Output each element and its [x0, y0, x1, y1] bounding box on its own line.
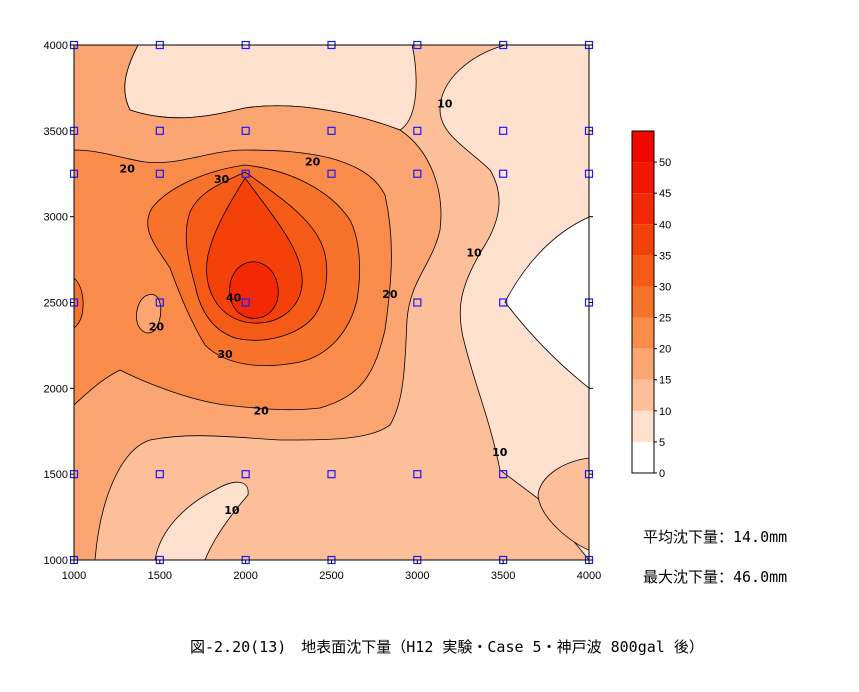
- colorbar-segment: [632, 131, 654, 163]
- colorbar: 0 5 10 15 20 25 30 35 40 45 50: [631, 130, 671, 480]
- y-axis: 1000 1500 2000 2500 3000 3500 4000: [44, 40, 593, 567]
- measurement-point: [155, 169, 164, 178]
- y-tick-label: 1500: [44, 469, 68, 481]
- y-tick-label: 2000: [44, 383, 68, 395]
- contour-labels: 10 10 10 10 20 20 20 20 20 30 30 40: [120, 97, 508, 517]
- measurement-point: [327, 169, 336, 178]
- x-tick-label: 2500: [319, 570, 343, 582]
- measurement-point: [413, 169, 422, 178]
- measurement-point: [241, 298, 250, 307]
- colorbar-label: 25: [659, 313, 671, 325]
- measurement-point: [413, 126, 422, 135]
- contour-label: 20: [149, 321, 165, 334]
- contour-fills: [74, 45, 589, 560]
- measurement-point: [413, 470, 422, 479]
- colorbar-segment: [632, 410, 654, 442]
- region-40-45: [229, 261, 279, 319]
- measurement-point: [155, 470, 164, 479]
- contour-label: 10: [492, 446, 508, 459]
- colorbar-label: 35: [659, 250, 671, 262]
- y-tick-label: 3000: [44, 212, 68, 224]
- contour-label: 30: [214, 173, 230, 186]
- contour-label: 20: [120, 163, 136, 176]
- colorbar-segment: [632, 379, 654, 411]
- x-tick-label: 3000: [405, 570, 429, 582]
- contour-label: 10: [437, 97, 453, 110]
- colorbar-segment: [632, 348, 654, 380]
- measurement-point: [155, 126, 164, 135]
- x-tick-label: 2000: [233, 570, 257, 582]
- region-0-5: [504, 216, 589, 389]
- region-25-30-edge: [74, 277, 84, 329]
- measurement-point: [327, 470, 336, 479]
- y-tick-label: 3500: [44, 126, 68, 138]
- colorbar-label: 5: [659, 437, 665, 449]
- contour-label: 30: [217, 348, 233, 361]
- x-tick-label: 4000: [577, 570, 601, 582]
- contour-label: 10: [466, 247, 482, 260]
- contour-label: 20: [253, 405, 269, 418]
- y-tick-label: 1000: [44, 555, 68, 567]
- contour-label: 20: [305, 156, 321, 169]
- measurement-point: [499, 169, 508, 178]
- measurement-point: [241, 470, 250, 479]
- colorbar-label: 10: [659, 406, 671, 418]
- colorbar-label: 20: [659, 344, 671, 356]
- region-5-10-bottom: [154, 481, 249, 560]
- colorbar-segment: [632, 317, 654, 349]
- colorbar-segment: [632, 441, 654, 473]
- figure-caption: 図-2.20(13) 地表面沈下量（H12 実験・Case 5・神戸波 800g…: [190, 638, 704, 656]
- measurement-point: [499, 470, 508, 479]
- maximum-settlement: 最大沈下量：46.0mm: [643, 568, 788, 586]
- colorbar-label: 15: [659, 375, 671, 387]
- colorbar-frame: [631, 130, 655, 474]
- colorbar-label: 45: [659, 188, 671, 200]
- measurement-point: [499, 126, 508, 135]
- average-settlement: 平均沈下量：14.0mm: [643, 528, 788, 546]
- measurement-point: [241, 169, 250, 178]
- x-axis: 1000 1500 2000 2500 3000 3500 4000: [62, 560, 601, 582]
- measurement-point: [155, 298, 164, 307]
- y-tick-label: 2500: [44, 298, 68, 310]
- region-10-15-bottom-right: [537, 457, 589, 551]
- measurement-point: [241, 126, 250, 135]
- region-15-20-island: [136, 294, 162, 334]
- contour-label: 10: [224, 504, 240, 517]
- colorbar-segment: [632, 224, 654, 256]
- measurement-point: [499, 298, 508, 307]
- colorbar-segment: [632, 286, 654, 318]
- contour-label: 40: [226, 291, 242, 304]
- measurement-point: [327, 126, 336, 135]
- colorbar-segment: [632, 193, 654, 225]
- x-tick-label: 1000: [62, 570, 86, 582]
- measurement-point: [413, 298, 422, 307]
- colorbar-label: 30: [659, 281, 671, 293]
- colorbar-segment: [632, 255, 654, 287]
- x-tick-label: 3500: [491, 570, 515, 582]
- colorbar-label: 40: [659, 219, 671, 231]
- colorbar-label: 50: [659, 157, 671, 169]
- colorbar-label: 0: [659, 468, 665, 480]
- x-tick-label: 1500: [148, 570, 172, 582]
- y-tick-label: 4000: [44, 40, 68, 52]
- contour-label: 20: [382, 288, 398, 301]
- colorbar-segment: [632, 162, 654, 194]
